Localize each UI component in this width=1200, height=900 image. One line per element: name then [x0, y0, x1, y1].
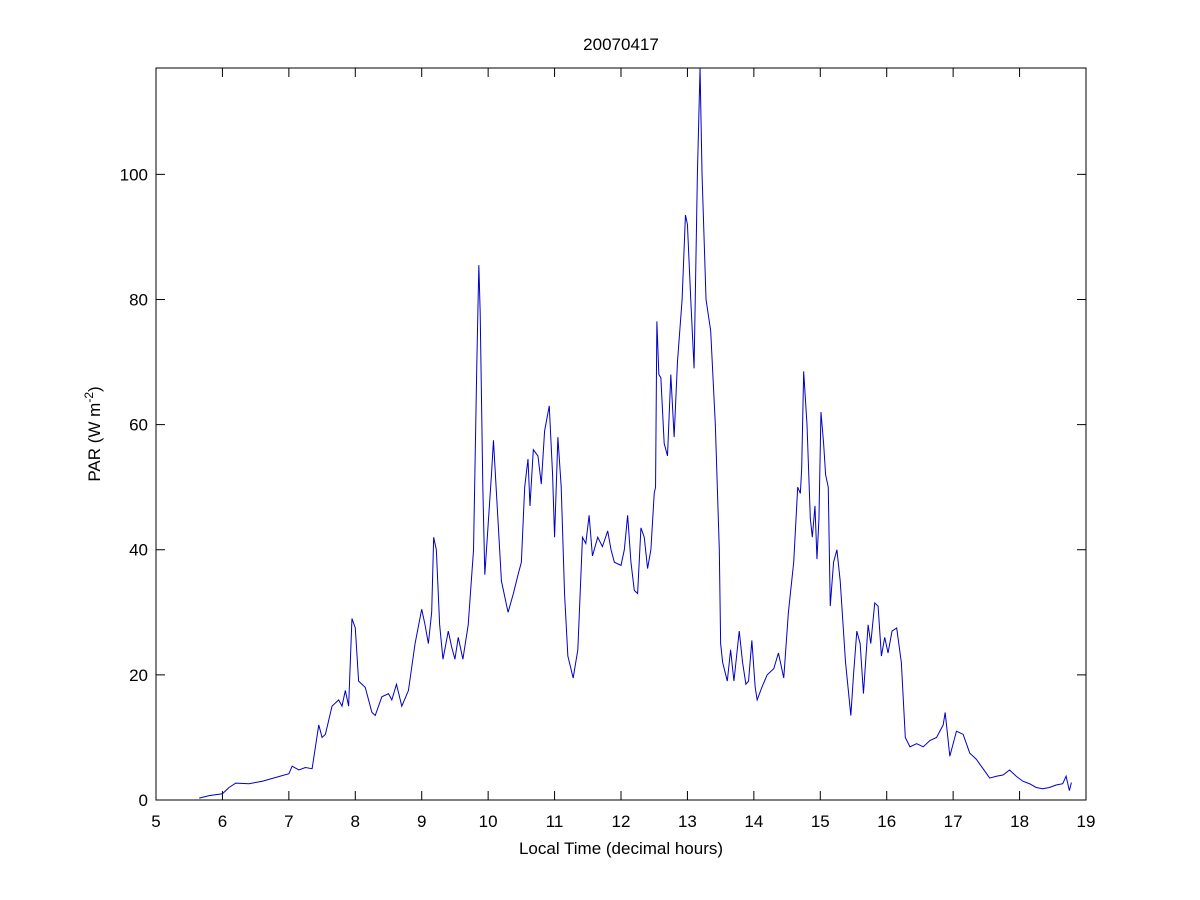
y-axis-label-text: PAR (W m — [85, 403, 104, 482]
chart-title: 20070417 — [583, 35, 659, 54]
x-tick-label: 12 — [612, 812, 631, 831]
y-axis-label-superscript: -2 — [82, 392, 96, 403]
x-tick-label: 7 — [284, 812, 293, 831]
y-axis-label: PAR (W m-2) — [82, 386, 104, 481]
y-tick-label: 100 — [120, 165, 148, 184]
x-tick-label: 17 — [944, 812, 963, 831]
y-tick-label: 80 — [129, 290, 148, 309]
y-tick-label: 20 — [129, 666, 148, 685]
x-tick-label: 6 — [218, 812, 227, 831]
y-axis-label-suffix: ) — [85, 386, 104, 392]
x-tick-label: 19 — [1077, 812, 1096, 831]
y-tick-label: 60 — [129, 416, 148, 435]
x-tick-label: 15 — [811, 812, 830, 831]
x-tick-label: 9 — [417, 812, 426, 831]
x-tick-label: 18 — [1010, 812, 1029, 831]
x-tick-label: 13 — [678, 812, 697, 831]
data-line — [199, 67, 1072, 799]
x-tick-label: 10 — [479, 812, 498, 831]
x-tick-label: 5 — [151, 812, 160, 831]
x-tick-label: 11 — [546, 812, 564, 831]
x-tick-label: 8 — [351, 812, 360, 831]
y-tick-label: 0 — [139, 791, 148, 810]
x-axis-label: Local Time (decimal hours) — [519, 839, 723, 858]
y-tick-label: 40 — [129, 541, 148, 560]
x-tick-label: 16 — [877, 812, 896, 831]
x-tick-label: 14 — [744, 812, 763, 831]
